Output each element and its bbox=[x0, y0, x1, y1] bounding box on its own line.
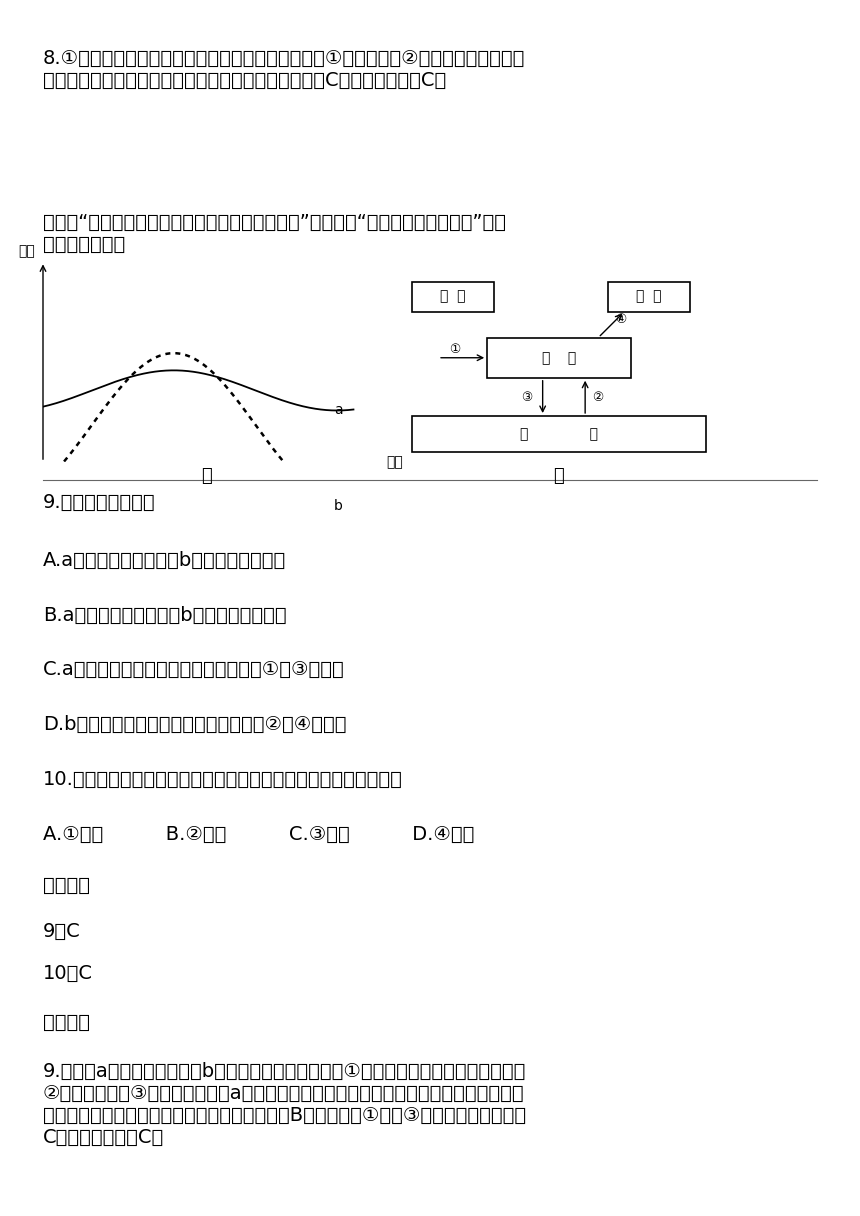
Text: 9．C: 9．C bbox=[43, 922, 81, 941]
Text: 地              面: 地 面 bbox=[520, 427, 598, 441]
Text: 乙: 乙 bbox=[554, 467, 564, 485]
Text: 10．C: 10．C bbox=[43, 964, 93, 984]
Text: b: b bbox=[335, 499, 343, 513]
FancyBboxPatch shape bbox=[412, 281, 494, 311]
Text: 【解析】: 【解析】 bbox=[43, 1013, 90, 1032]
Text: 时间: 时间 bbox=[386, 455, 402, 469]
Text: 图甲为“同一地点不同天气状况的昼夜温度变化图”，图乙为“大气受热过程示意图”。读
图，回答问题。: 图甲为“同一地点不同天气状况的昼夜温度变化图”，图乙为“大气受热过程示意图”。读… bbox=[43, 213, 506, 254]
Text: 9.由图甲和图乙可知: 9.由图甲和图乙可知 bbox=[43, 492, 156, 512]
Text: D.b曲线表示的昼夜温差大，主要是受到②、④的影响: D.b曲线表示的昼夜温差大，主要是受到②、④的影响 bbox=[43, 715, 347, 734]
FancyBboxPatch shape bbox=[412, 416, 706, 452]
Text: C.a曲线表示的昼夜温差小，主要是受到①、③的影响: C.a曲线表示的昼夜温差小，主要是受到①、③的影响 bbox=[43, 660, 345, 680]
Text: A.a曲线表示昼阴夜晴，b曲线表示昼晴夜阴: A.a曲线表示昼阴夜晴，b曲线表示昼晴夜阴 bbox=[43, 551, 286, 570]
Text: ③: ③ bbox=[520, 392, 532, 405]
Text: ②: ② bbox=[593, 392, 604, 405]
Text: 太  阳: 太 阳 bbox=[440, 289, 465, 304]
Text: B.a曲线表示冷锋过境，b曲线表示暖锋过境: B.a曲线表示冷锋过境，b曲线表示暖锋过境 bbox=[43, 606, 286, 625]
Text: 宇  宙: 宇 宙 bbox=[636, 289, 661, 304]
Text: 大    气: 大 气 bbox=[542, 350, 576, 365]
Text: 10.人类通过低碳经济和低碳生活，可能使图乙中变化相对明显的是: 10.人类通过低碳经济和低碳生活，可能使图乙中变化相对明显的是 bbox=[43, 770, 402, 789]
Text: 【答案】: 【答案】 bbox=[43, 876, 90, 895]
FancyBboxPatch shape bbox=[608, 281, 690, 311]
Text: 气温: 气温 bbox=[18, 244, 35, 259]
Text: 9.图甲中a曲线昼夜温差小，b曲线昼夜温差大。图乙中①为大气对太阳辐射的削弱作用，
②为地面辐射，③为大气逆辐射。a曲线昼夜温差小主要是白天大气的削弱强，气温低: 9.图甲中a曲线昼夜温差小，b曲线昼夜温差大。图乙中①为大气对太阳辐射的削弱作用… bbox=[43, 1062, 526, 1147]
Text: ①: ① bbox=[449, 343, 460, 356]
Text: 8.①方案经过众多河流，需要修建桥梁，成本高。与①方案相比，②方案未经过河流，不
需修建桥梁，少占耕地。难度小、工程量小、成本低。C项正确，答案选C。: 8.①方案经过众多河流，需要修建桥梁，成本高。与①方案相比，②方案未经过河流，不… bbox=[43, 49, 525, 90]
Text: a: a bbox=[335, 404, 343, 417]
Text: ④: ④ bbox=[616, 314, 627, 326]
FancyBboxPatch shape bbox=[487, 338, 631, 378]
Text: 甲: 甲 bbox=[201, 467, 212, 485]
Text: A.①增强          B.②增强          C.③减弱          D.④减弱: A.①增强 B.②增强 C.③减弱 D.④减弱 bbox=[43, 824, 475, 844]
